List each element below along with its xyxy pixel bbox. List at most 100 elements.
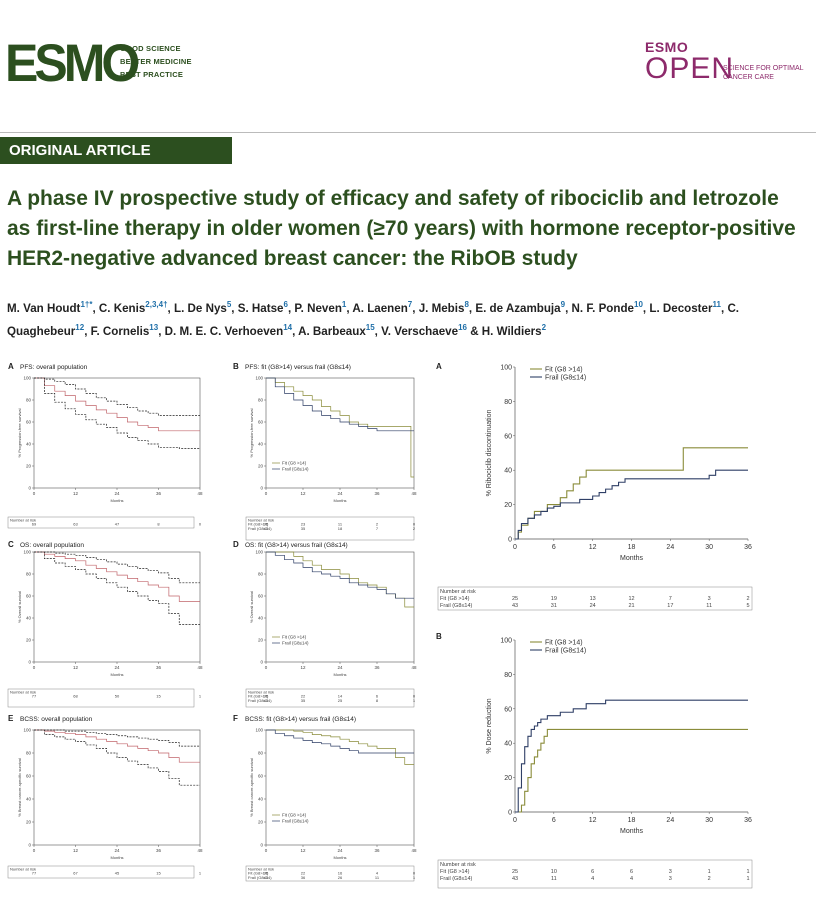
risk-value: 11 [338, 522, 343, 527]
y-tick-label: 40 [504, 468, 512, 475]
risk-row-label: Fit (G8>14) [248, 694, 269, 699]
risk-value: 2 [708, 876, 711, 882]
panel-label: C [8, 540, 14, 549]
risk-value: 31 [551, 603, 557, 609]
risk-value: 1 [746, 869, 749, 875]
author-affiliation: 1†* [80, 300, 93, 309]
risk-value: 2 [413, 526, 416, 531]
author-affiliation: 10 [634, 300, 643, 309]
y-tick-label: 40 [258, 797, 264, 802]
journal-small-name: ESMO [645, 39, 689, 55]
series-line-ci [34, 729, 200, 747]
risk-row-label: Fit (G8 >14) [440, 869, 470, 875]
author-separator: , [412, 301, 419, 315]
y-tick-label: 60 [26, 594, 32, 599]
risk-table-title: Number at risk [440, 589, 476, 595]
x-tick-label: 24 [666, 544, 674, 551]
risk-value: 17 [667, 603, 673, 609]
y-tick-label: 80 [26, 572, 32, 577]
x-tick-label: 12 [73, 491, 79, 496]
risk-value: 8 [157, 522, 160, 527]
risk-value: 35 [301, 698, 306, 703]
author-name: S. Hatse [237, 301, 284, 315]
x-tick-label: 36 [374, 491, 380, 496]
esmo-tagline: GOOD SCIENCE BETTER MEDICINE BEST PRACTI… [120, 42, 192, 81]
series-line-ci [34, 551, 200, 625]
chart-panel: B PFS: fit (G8>14) versus frail (G8≤14) 0 1… [233, 362, 417, 541]
author-separator: , [92, 301, 99, 315]
risk-table-title: Number at risk [10, 867, 36, 872]
author-affiliation: 16 [458, 322, 467, 332]
risk-value: 21 [628, 603, 634, 609]
y-tick-label: 80 [258, 572, 264, 577]
risk-row-label: Frail (G8≤14) [440, 603, 473, 609]
legend-entry: Fit (G8 >14) [282, 635, 307, 640]
risk-value: 25 [264, 871, 269, 876]
legend-entry: Frail (G8≤14) [282, 641, 309, 646]
risk-row-label: Fit (G8>14) [248, 522, 269, 527]
panel-label: F [233, 714, 238, 723]
series-line-frail [266, 729, 414, 754]
y-tick-label: 20 [258, 820, 264, 825]
risk-table-title: Number at risk [248, 518, 274, 523]
x-tick-label: 24 [114, 848, 120, 853]
y-tick-label: 80 [26, 398, 32, 403]
risk-value: 7 [376, 526, 379, 531]
risk-value: 77 [32, 871, 37, 876]
panel-label: A [8, 362, 14, 371]
author-separator: , [292, 324, 299, 338]
chart-panel: E BCSS: overall population 0 12 24 36 48 0 20 40 6… [7, 714, 203, 879]
plot-frame [265, 551, 415, 663]
risk-row-label: Frail (G8≤14) [248, 526, 272, 531]
risk-value: 6 [591, 869, 594, 875]
series-line-fit [515, 728, 748, 813]
author-affiliation: 1 [341, 300, 347, 309]
risk-table-frame [437, 859, 753, 889]
y-axis-label: % Dose reduction [486, 698, 493, 753]
author-name: C. Quaghebeur [7, 301, 740, 338]
x-tick-label: 36 [156, 491, 162, 496]
risk-row-label: Frail (G8≤14) [248, 698, 272, 703]
risk-value: 16 [338, 871, 343, 876]
y-tick-label: 40 [26, 442, 32, 447]
article-type-banner: ORIGINAL ARTICLE [0, 137, 232, 164]
risk-value: 1 [413, 875, 416, 880]
risk-value: 11 [706, 603, 712, 609]
risk-value: 43 [512, 603, 518, 609]
series-line-ci [34, 377, 200, 449]
risk-table-title: Number at risk [10, 690, 36, 695]
journal-tagline-line: CANCER CARE [723, 74, 774, 81]
risk-value: 2 [746, 596, 749, 602]
risk-value: 35 [301, 526, 306, 531]
risk-value: 0 [413, 694, 416, 699]
chart-panel: A 0 6 12 18 24 30 36 0 20 40 60 80 100 Months % Ribocic… [436, 362, 753, 611]
y-tick-label: 20 [26, 464, 32, 469]
risk-value: 69 [32, 522, 37, 527]
risk-value: 15 [156, 694, 161, 699]
x-tick-label: 12 [300, 491, 306, 496]
risk-row-label: Fit (G8>14) [248, 871, 269, 876]
y-axis-label: % Overall survival [17, 591, 22, 623]
y-tick-label: 20 [504, 502, 512, 509]
author-name: J. Mebis [418, 301, 465, 315]
author-affiliation: 12 [75, 322, 85, 332]
risk-table-title: Number at risk [248, 867, 274, 872]
author-affiliation: 15 [365, 322, 375, 332]
risk-value: 25 [512, 869, 518, 875]
y-tick-label: 20 [504, 775, 512, 782]
author-name: L. Decoster [649, 301, 713, 315]
x-tick-label: 24 [337, 848, 343, 853]
series-line-ci [34, 377, 200, 416]
tagline-line: GOOD SCIENCE [120, 44, 181, 53]
risk-value: 1 [199, 871, 202, 876]
y-tick-label: 40 [504, 741, 512, 748]
author-affiliation: 2 [541, 322, 547, 332]
author-separator: , [720, 301, 728, 315]
author-affiliation: 6 [283, 300, 288, 309]
author-affiliation: 11 [712, 300, 721, 309]
author-affiliation: 2,3,4† [145, 300, 168, 309]
x-tick-label: 24 [337, 665, 343, 670]
author-separator: , [158, 324, 165, 338]
